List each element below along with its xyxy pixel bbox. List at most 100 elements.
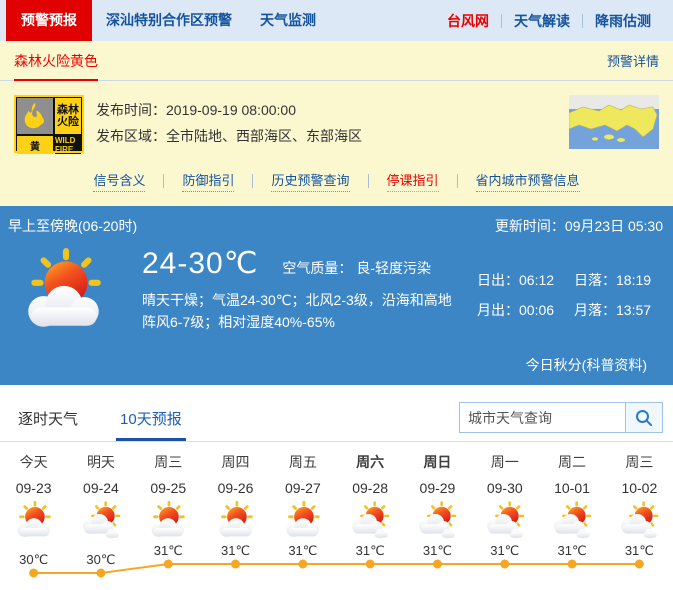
sunrise-value: 06:12 — [519, 272, 555, 288]
issued-area-row: 发布区域：全市陆地、西部海区、东部海区 — [96, 123, 561, 149]
high-temp-label: 31℃ — [423, 544, 452, 558]
partly-cloudy-icon — [269, 498, 336, 544]
sunset-label: 日落： — [574, 272, 616, 288]
high-temp-point — [500, 559, 510, 569]
current-mid: 24-30℃ 空气质量： 良-轻度污染 晴天干燥；气温24-30℃；北风2-3级… — [120, 246, 477, 341]
moonset-value: 13:57 — [616, 302, 652, 318]
forecast-day-name: 周一 — [490, 454, 519, 470]
forecast-date: 10-01 — [554, 480, 590, 496]
warning-body: 森林 火险 黄 WILD FIRE 发布时间：2019-09-19 08:00:… — [0, 81, 673, 156]
forecast-day-name: 今天 — [19, 454, 48, 470]
high-temp-label: 30℃ — [86, 552, 115, 567]
flame-icon — [17, 98, 53, 134]
high-temp-label: 31℃ — [288, 544, 317, 558]
high-temp-point — [163, 559, 173, 569]
sunrise-label: 日出： — [477, 272, 519, 288]
forecast-day-names: 今天 明天 周三 周四 周五 周六 周日 周一 周二 周三 — [0, 442, 673, 474]
moonset-label: 月落： — [574, 302, 616, 318]
search-button[interactable] — [625, 402, 663, 433]
nav-link-typhoon[interactable]: 台风网 — [447, 12, 489, 29]
sun-moon-times: 日出：06:12 日落：18:19 月出：00:06 月落：13:57 — [477, 246, 663, 341]
high-temp-point — [298, 559, 308, 569]
link-history-warning-query[interactable]: 历史预警查询 — [271, 170, 350, 192]
temperature-row: 24-30℃ 空气质量： 良-轻度污染 — [142, 246, 477, 281]
nav-link-rain-estimate[interactable]: 降雨估测 — [595, 12, 651, 29]
moonrise-label: 月出： — [477, 302, 519, 318]
partly-cloudy-icon — [202, 498, 269, 544]
forecast-day-name: 周日 — [423, 454, 452, 470]
cloudy-icon — [471, 498, 538, 544]
high-temp-point — [634, 559, 644, 569]
high-temp-point — [365, 559, 375, 569]
nav-tab-shenshan-warning[interactable]: 深汕特别合作区预警 — [106, 12, 232, 28]
high-temp-line — [33, 563, 640, 574]
warning-map-thumbnail[interactable] — [568, 95, 659, 152]
air-quality-value: 良-轻度污染 — [356, 260, 431, 276]
nav-link-weather-explain[interactable]: 天气解读 — [514, 12, 570, 29]
links-separator — [252, 174, 254, 188]
link-province-city-warnings[interactable]: 省内城市预警信息 — [475, 170, 580, 192]
forecast-icons — [0, 498, 673, 544]
forecast-period: 早上至傍晚(06-20时) — [8, 218, 138, 234]
forecast-day-name: 周三 — [154, 454, 183, 470]
moonrise-time: 月出：00:06 — [477, 300, 566, 320]
equinox-note-link[interactable]: 今日秋分(科普资料) — [525, 357, 647, 373]
nav-separator — [582, 13, 583, 28]
city-search-input[interactable] — [459, 402, 625, 433]
issued-time-value: 2019-09-19 08:00:00 — [166, 102, 296, 118]
air-quality: 空气质量： 良-轻度污染 — [282, 258, 431, 278]
forecast-date: 09-27 — [284, 480, 321, 496]
forecast-dates: 09-23 09-24 09-25 09-26 09-27 09-28 09-29 09-30… — [0, 474, 673, 498]
nav-separator — [501, 13, 502, 28]
current-main: 24-30℃ 空气质量： 良-轻度污染 晴天干燥；气温24-30℃；北风2-3级… — [0, 242, 673, 341]
high-temp-point — [567, 559, 577, 569]
badge-english: WILD FIRE — [55, 136, 81, 154]
issued-area-value: 全市陆地、西部海区、东部海区 — [166, 128, 362, 144]
forecast-date: 09-24 — [83, 480, 119, 496]
cloudy-icon — [337, 498, 404, 544]
temperature-range: 24-30℃ — [142, 247, 259, 280]
forecast-day-name: 周六 — [356, 454, 385, 470]
wildfire-warning-badge: 森林 火险 黄 WILD FIRE — [14, 95, 84, 154]
current-weather-icon — [12, 246, 120, 341]
nav-tab-warning-forecast[interactable]: 预警预报 — [6, 0, 92, 41]
high-temp-label: 30℃ — [19, 552, 48, 567]
link-defense-guide[interactable]: 防御指引 — [182, 170, 235, 192]
nav-tab-weather-monitor[interactable]: 天气监测 — [260, 12, 316, 28]
warning-info: 发布时间：2019-09-19 08:00:00 发布区域：全市陆地、西部海区、… — [96, 95, 561, 149]
high-temp-point — [231, 559, 241, 569]
forecast-date: 09-29 — [419, 480, 456, 496]
sunrise-time: 日出：06:12 — [477, 270, 566, 290]
issued-time-row: 发布时间：2019-09-19 08:00:00 — [96, 97, 561, 123]
links-separator — [456, 174, 458, 188]
tab-hourly-weather[interactable]: 逐时天气 — [18, 411, 79, 428]
partly-cloudy-icon — [135, 498, 202, 544]
high-temp-label: 31℃ — [558, 544, 587, 558]
forecast-date: 09-23 — [15, 480, 52, 496]
high-temp-label: 31℃ — [490, 544, 519, 558]
issued-time-label: 发布时间： — [96, 102, 166, 118]
warning-section: 森林火险黄色 预警详情 森林 火险 黄 WILD FIRE 发布时间：2019-… — [0, 41, 673, 206]
issued-area-label: 发布区域： — [96, 128, 166, 144]
tab-ten-day-forecast[interactable]: 10天预报 — [116, 408, 186, 441]
weather-description: 晴天干燥；气温24-30℃；北风2-3级，沿海和高地阵风6-7级；相对湿度40%… — [142, 292, 452, 330]
links-separator — [163, 174, 165, 188]
badge-level: 黄 — [17, 136, 53, 154]
warning-header: 森林火险黄色 预警详情 — [0, 41, 673, 81]
warning-detail-link[interactable]: 预警详情 — [606, 54, 659, 69]
link-class-suspension-guide[interactable]: 停课指引 — [386, 170, 439, 192]
high-temp-point — [29, 568, 39, 578]
high-temp-point — [432, 559, 442, 569]
warning-links-row: 信号含义 防御指引 历史预警查询 停课指引 省内城市预警信息 — [0, 156, 673, 200]
update-time-value: 09月23日 05:30 — [564, 218, 663, 234]
forecast-date: 09-26 — [217, 480, 254, 496]
link-signal-meaning[interactable]: 信号含义 — [93, 170, 146, 192]
moonrise-value: 00:06 — [519, 302, 555, 318]
ten-day-forecast: 今天 明天 周三 周四 周五 周六 周日 周一 周二 周三 09-23 09-24 09-25 09-2… — [0, 442, 673, 590]
air-quality-label: 空气质量： — [282, 260, 353, 276]
city-search — [459, 402, 663, 433]
badge-name: 森林 火险 — [55, 98, 81, 134]
forecast-tabs-row: 逐时天气 10天预报 — [0, 385, 673, 442]
badge-name-line2: 火险 — [57, 116, 79, 128]
